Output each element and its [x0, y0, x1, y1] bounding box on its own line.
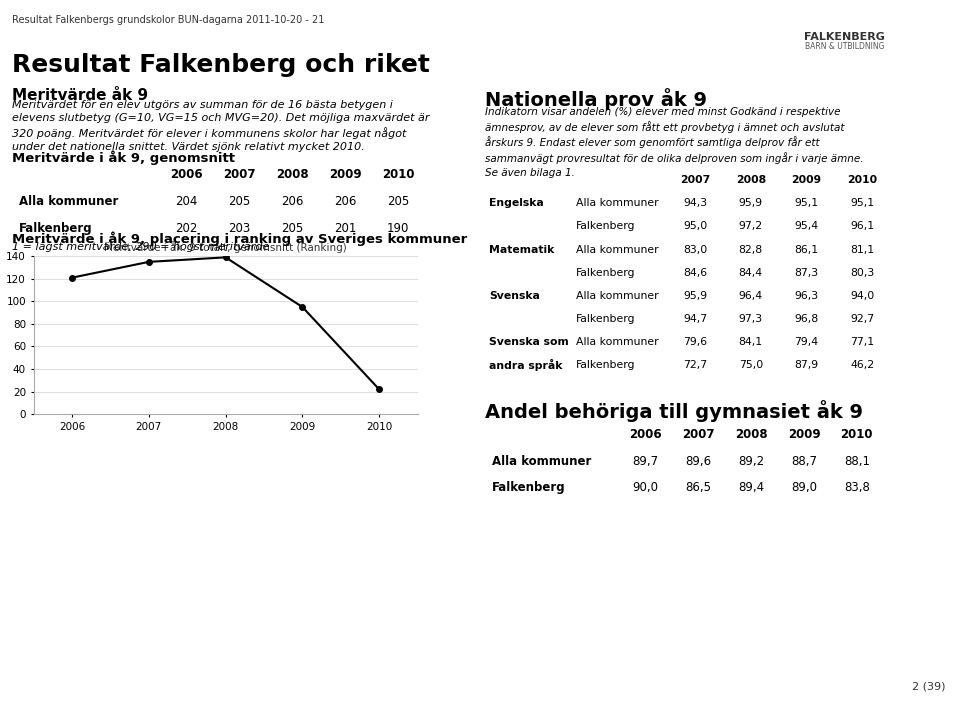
Text: 89,6: 89,6 — [685, 455, 711, 468]
Text: 83,0: 83,0 — [683, 244, 708, 255]
Text: 2006: 2006 — [171, 168, 203, 181]
Text: 2008: 2008 — [276, 168, 308, 181]
Text: Svenska som: Svenska som — [489, 337, 569, 347]
Text: 81,1: 81,1 — [850, 244, 875, 255]
Text: 190: 190 — [387, 222, 409, 234]
Text: 205: 205 — [281, 222, 303, 234]
Text: Meritvärde i åk 9, genomsnitt: Meritvärde i åk 9, genomsnitt — [12, 151, 234, 166]
Title: Meritvärde i åk. 9 totalt, genomsnitt (Ranking): Meritvärde i åk. 9 totalt, genomsnitt (R… — [105, 241, 347, 253]
Text: 205: 205 — [228, 195, 251, 208]
Text: Matematik: Matematik — [489, 244, 554, 255]
Text: 2007: 2007 — [224, 168, 255, 181]
Text: Meritvärde åk 9: Meritvärde åk 9 — [12, 88, 148, 102]
Text: 2010: 2010 — [382, 168, 414, 181]
Text: Meritvärdet för en elev utgörs av summan för de 16 bästa betygen i
elevens slutb: Meritvärdet för en elev utgörs av summan… — [12, 100, 429, 152]
Text: 89,2: 89,2 — [738, 455, 764, 468]
Text: 89,4: 89,4 — [738, 482, 764, 494]
Text: 201: 201 — [334, 222, 356, 234]
Text: 82,8: 82,8 — [738, 244, 763, 255]
Text: Alla kommuner: Alla kommuner — [576, 244, 659, 255]
Text: 84,1: 84,1 — [738, 337, 763, 347]
Text: 87,9: 87,9 — [794, 360, 819, 371]
Text: Falkenberg: Falkenberg — [576, 314, 636, 324]
Text: 2008: 2008 — [735, 175, 766, 185]
Text: Falkenberg: Falkenberg — [576, 221, 636, 232]
Text: 96,1: 96,1 — [850, 221, 875, 232]
Text: 79,4: 79,4 — [794, 337, 819, 347]
Text: 94,7: 94,7 — [683, 314, 708, 324]
Text: 95,9: 95,9 — [738, 198, 763, 208]
Text: 83,8: 83,8 — [844, 482, 870, 494]
Text: andra språk: andra språk — [489, 359, 563, 371]
Text: FALKENBERG: FALKENBERG — [804, 32, 885, 41]
Text: 89,7: 89,7 — [633, 455, 659, 468]
Text: 80,3: 80,3 — [850, 267, 875, 278]
Text: 84,6: 84,6 — [683, 267, 708, 278]
Text: 95,9: 95,9 — [683, 291, 708, 301]
Text: BARN & UTBILDNING: BARN & UTBILDNING — [805, 42, 884, 51]
Text: 46,2: 46,2 — [850, 360, 875, 371]
Text: Falkenberg: Falkenberg — [492, 482, 565, 494]
Text: 96,8: 96,8 — [794, 314, 819, 324]
Text: 86,1: 86,1 — [794, 244, 819, 255]
Text: 206: 206 — [281, 195, 303, 208]
Text: 86,5: 86,5 — [685, 482, 711, 494]
Text: Indikatorn visar andelen (%) elever med minst Godkänd i respektive
ämnesprov, av: Indikatorn visar andelen (%) elever med … — [485, 107, 863, 178]
Text: 206: 206 — [334, 195, 356, 208]
Text: 95,1: 95,1 — [850, 198, 875, 208]
Text: 87,3: 87,3 — [794, 267, 819, 278]
Text: 95,0: 95,0 — [683, 221, 708, 232]
Text: 79,6: 79,6 — [683, 337, 708, 347]
Text: 90,0: 90,0 — [633, 482, 659, 494]
Text: Falkenberg: Falkenberg — [19, 222, 92, 234]
Text: 2007: 2007 — [683, 428, 714, 441]
Text: Svenska: Svenska — [489, 291, 540, 301]
Text: Alla kommuner: Alla kommuner — [19, 195, 118, 208]
Text: 95,4: 95,4 — [794, 221, 819, 232]
Text: Nationella prov åk 9: Nationella prov åk 9 — [485, 88, 707, 110]
Text: Falkenberg: Falkenberg — [576, 360, 636, 371]
Text: 2010: 2010 — [847, 175, 877, 185]
Text: Meritvärde i åk 9, placering i ranking av Sveriges kommuner: Meritvärde i åk 9, placering i ranking a… — [12, 232, 467, 246]
Text: 205: 205 — [387, 195, 409, 208]
Text: 203: 203 — [228, 222, 251, 234]
Text: 89,0: 89,0 — [791, 482, 817, 494]
Text: 84,4: 84,4 — [738, 267, 763, 278]
Text: 95,1: 95,1 — [794, 198, 819, 208]
Text: 2 (39): 2 (39) — [912, 682, 946, 691]
Text: 2009: 2009 — [791, 175, 822, 185]
Text: 1 = lägst meritvärde, 290 = högst meritvärde: 1 = lägst meritvärde, 290 = högst meritv… — [12, 242, 269, 252]
Text: 202: 202 — [176, 222, 198, 234]
Text: Alla kommuner: Alla kommuner — [492, 455, 591, 468]
Text: 97,2: 97,2 — [738, 221, 763, 232]
Text: 2006: 2006 — [630, 428, 661, 441]
Text: 2009: 2009 — [329, 168, 361, 181]
Text: 88,1: 88,1 — [844, 455, 870, 468]
Text: Falkenberg: Falkenberg — [576, 267, 636, 278]
Text: 2007: 2007 — [680, 175, 710, 185]
Text: 88,7: 88,7 — [791, 455, 817, 468]
Text: 204: 204 — [176, 195, 198, 208]
Text: Resultat Falkenbergs grundskolor BUN-dagarna 2011-10-20 - 21: Resultat Falkenbergs grundskolor BUN-dag… — [12, 15, 324, 25]
Text: Alla kommuner: Alla kommuner — [576, 291, 659, 301]
Text: 75,0: 75,0 — [738, 360, 763, 371]
Text: Andel behöriga till gymnasiet åk 9: Andel behöriga till gymnasiet åk 9 — [485, 400, 863, 422]
Text: 96,4: 96,4 — [738, 291, 763, 301]
Text: Resultat Falkenberg och riket: Resultat Falkenberg och riket — [12, 53, 429, 77]
Text: 72,7: 72,7 — [683, 360, 708, 371]
Text: 97,3: 97,3 — [738, 314, 763, 324]
Text: 77,1: 77,1 — [850, 337, 875, 347]
Text: Alla kommuner: Alla kommuner — [576, 337, 659, 347]
Text: Engelska: Engelska — [489, 198, 544, 208]
Text: 94,3: 94,3 — [683, 198, 708, 208]
Text: 2008: 2008 — [735, 428, 767, 441]
Text: 94,0: 94,0 — [850, 291, 875, 301]
Text: Alla kommuner: Alla kommuner — [576, 198, 659, 208]
Text: 92,7: 92,7 — [850, 314, 875, 324]
Text: 96,3: 96,3 — [794, 291, 819, 301]
Text: 2009: 2009 — [788, 428, 820, 441]
Text: 2010: 2010 — [841, 428, 873, 441]
